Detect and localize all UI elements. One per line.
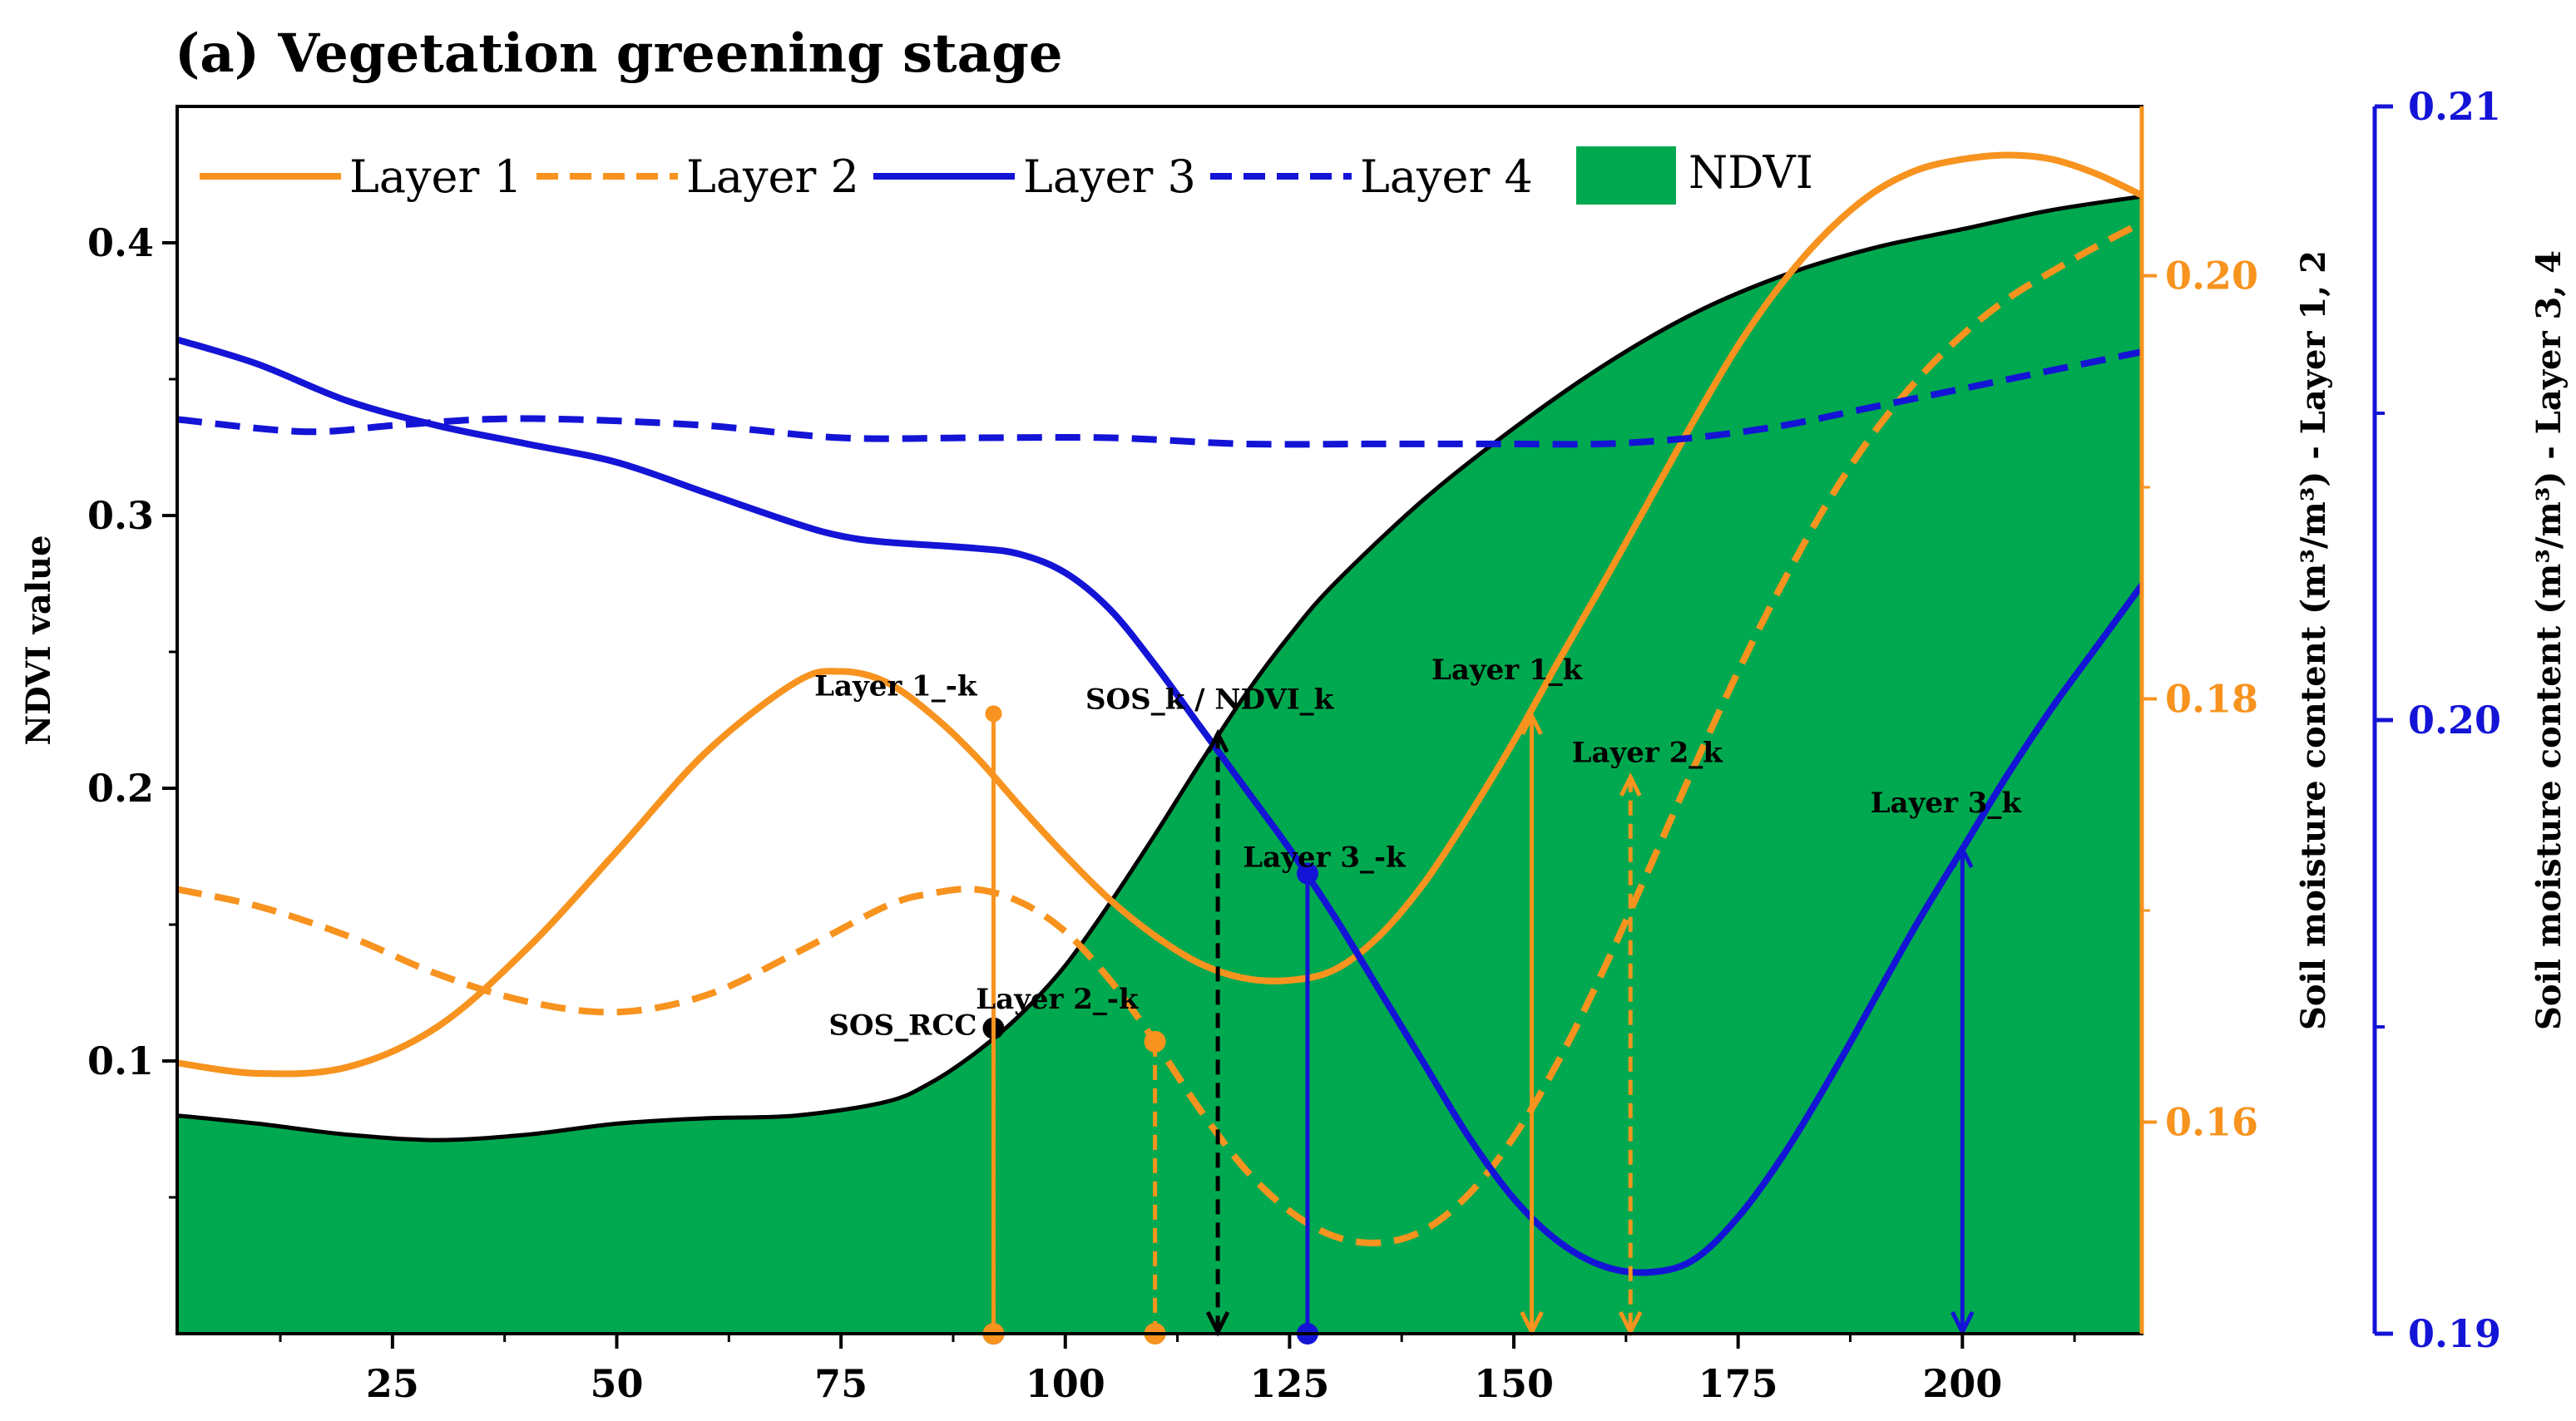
annotation-top-dot-layer-3-k xyxy=(1296,862,1318,885)
x-tick-label: 25 xyxy=(366,1361,419,1406)
y-left-tick-label: 0.2 xyxy=(87,766,154,811)
y-right2-tick-label: 0.21 xyxy=(2408,84,2501,129)
series-layer-1-line xyxy=(177,151,2142,1078)
series-layer-3-line xyxy=(177,336,2142,1276)
y-right2-tick-label: 0.19 xyxy=(2408,1311,2501,1356)
x-tick-label: 175 xyxy=(1698,1361,1778,1406)
x-tick-label: 100 xyxy=(1026,1361,1105,1406)
annotation-arrow-top-layer-1-k xyxy=(1520,711,1543,736)
legend-label-ndvi: NDVI xyxy=(1688,146,1813,199)
x-tick-label: 125 xyxy=(1249,1361,1329,1406)
annotation-top-dot-layer-2-k xyxy=(1144,1030,1166,1053)
y-axis-label-left: NDVI value xyxy=(19,535,58,745)
annotation-top-dot-layer-1-k xyxy=(985,705,1002,723)
x-tick-label: 50 xyxy=(590,1361,643,1406)
axis-labels: NDVI value Soil moisture content (m³/m³)… xyxy=(19,250,2569,1030)
x-tick-label: 150 xyxy=(1474,1361,1554,1406)
y-axis-label-right-layer34: Soil moisture content (m³/m³) - Layer 3,… xyxy=(2529,250,2569,1030)
annotation-arrow-top-layer-2-k xyxy=(1619,772,1642,797)
x-tick-label: 200 xyxy=(1922,1361,2002,1406)
annotations: SOS_RCC Layer 1_-k Layer 2_-k SOS_k / NDVI_… xyxy=(814,654,2022,1345)
y-right2-tick-label: 0.20 xyxy=(2408,698,2501,743)
y-right1-tick-label: 0.16 xyxy=(2165,1100,2258,1145)
y-left-tick-label: 0.1 xyxy=(87,1039,154,1083)
annotation-label-layer-2-k: Layer 2_-k xyxy=(976,983,1140,1016)
legend-label-layer-4: Layer 4 xyxy=(1360,150,1533,203)
annotation-label-layer-3-k: Layer 3_k xyxy=(1871,787,2023,820)
plot-area xyxy=(177,151,2142,1334)
annotation-label-layer-1-k: Layer 1_k xyxy=(1431,654,1584,687)
annotation-arrow-top-sos-k-ndvi-k xyxy=(1206,728,1229,753)
y-left-tick-label: 0.4 xyxy=(87,220,154,265)
y-right1-tick-label: 0.18 xyxy=(2165,677,2258,722)
annotation-label-layer-1-k: Layer 1_-k xyxy=(814,669,978,703)
series-ndvi-area xyxy=(177,196,2142,1334)
series-ndvi-outline xyxy=(177,194,2142,1142)
legend-label-layer-1: Layer 1 xyxy=(349,150,522,203)
legend: Layer 1 Layer 2 Layer 3 Layer 4 NDVI xyxy=(200,146,1813,205)
annotation-label-sos-rcc: SOS_RCC xyxy=(828,1009,977,1043)
y-axis-label-right-layer12: Soil moisture content (m³/m³) - Layer 1,… xyxy=(2294,250,2333,1030)
series-layer-4-line xyxy=(177,348,2142,448)
series-layer-2-line xyxy=(177,220,2142,1246)
axes: 25 50 75 100 125 150 175 200 0.1 0.2 0.3 0.4 0.16 0.1… xyxy=(87,84,2501,1406)
annotation-label-layer-2-k: Layer 2_k xyxy=(1572,737,1724,770)
legend-swatch-ndvi xyxy=(1576,146,1676,205)
annotation-arrow-top-layer-3-k xyxy=(1951,844,1974,869)
annotation-label-sos-k-ndvi-k: SOS_k / NDVI_k xyxy=(1085,683,1335,716)
annotation-label-layer-3-k: Layer 3_-k xyxy=(1243,841,1407,875)
x-tick-label: 75 xyxy=(814,1361,868,1406)
legend-label-layer-3: Layer 3 xyxy=(1023,150,1196,203)
legend-label-layer-2: Layer 2 xyxy=(686,150,859,203)
chart-title: (a) Vegetation greening stage xyxy=(175,22,1063,85)
y-left-tick-label: 0.3 xyxy=(87,493,154,538)
y-right1-tick-label: 0.20 xyxy=(2165,254,2258,299)
